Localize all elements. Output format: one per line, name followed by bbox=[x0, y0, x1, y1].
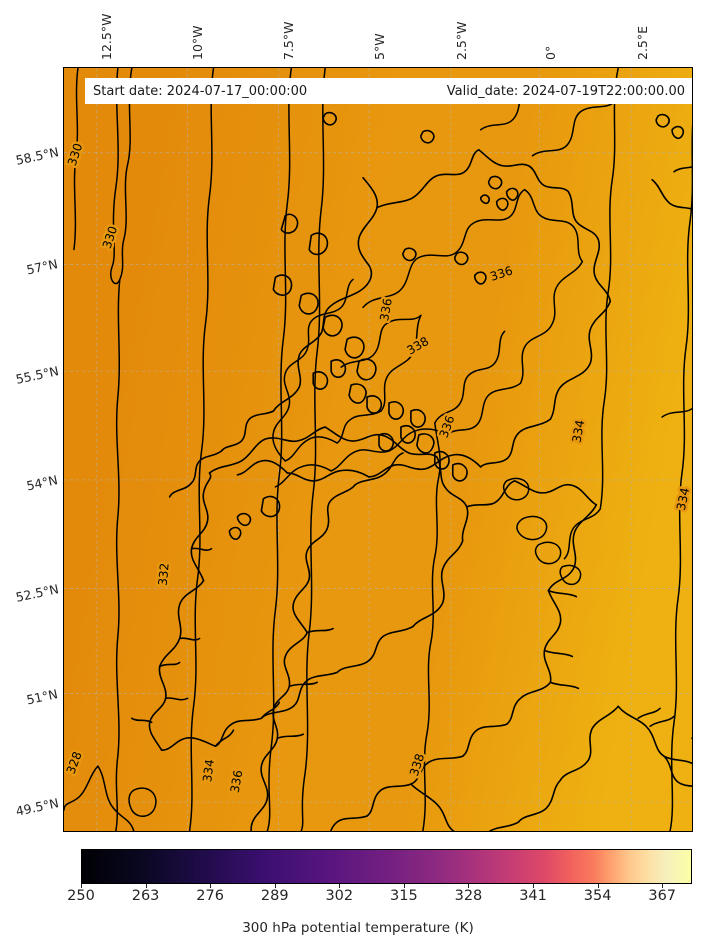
contour-label: 338 bbox=[404, 334, 431, 358]
colorbar-tick-label: 263 bbox=[131, 888, 160, 904]
contour-label-halo: 336 bbox=[377, 297, 395, 322]
colorbar-tick-label: 341 bbox=[519, 888, 547, 904]
contour-label: 330 bbox=[65, 142, 85, 168]
lon-tick-label: 10°W bbox=[190, 25, 205, 60]
colorbar-tick-mark bbox=[662, 884, 664, 888]
colorbar-tick-mark bbox=[81, 884, 82, 888]
colorbar-tick-label: 289 bbox=[260, 888, 289, 904]
valid-date-label: Valid_date: 2024-07-19T22:00:00.00 bbox=[446, 83, 685, 99]
contour-lines bbox=[64, 68, 692, 831]
colorbar-tick-mark bbox=[533, 884, 535, 888]
contour-label: 328 bbox=[64, 750, 85, 776]
start-date-label: Start date: 2024-07-17_00:00:00 bbox=[93, 83, 308, 99]
colorbar-tick-mark bbox=[339, 884, 341, 888]
lat-tick-label: 52.5°N bbox=[13, 581, 60, 605]
colorbar-tick-mark bbox=[403, 884, 405, 888]
coastlines bbox=[130, 111, 692, 831]
lat-tick-label: 49.5°N bbox=[13, 795, 60, 819]
contour-label-halo: 334 bbox=[674, 486, 692, 511]
lon-tick-label: 2.5°E bbox=[635, 25, 650, 60]
colorbar[interactable] bbox=[81, 849, 692, 884]
contour-label: 334 bbox=[674, 486, 692, 511]
colorbar-tick-label: 328 bbox=[454, 888, 483, 904]
contour-label: 336 bbox=[488, 263, 514, 283]
lat-tick-label: 57°N bbox=[25, 256, 60, 278]
lat-tick-label: 55.5°N bbox=[13, 363, 60, 387]
colorbar-tick-mark bbox=[274, 884, 276, 888]
contour-label-halo: 334 bbox=[200, 758, 217, 782]
colorbar-tick-mark bbox=[468, 884, 470, 888]
colorbar-tick-label: 315 bbox=[390, 888, 418, 904]
contour-label-halo: 334 bbox=[570, 419, 588, 444]
lat-tick-label: 54°N bbox=[25, 472, 60, 494]
lon-tick-label: 2.5°W bbox=[454, 21, 469, 61]
lon-tick-label: 7.5°W bbox=[281, 21, 296, 61]
colorbar-tick-mark bbox=[210, 884, 212, 888]
contour-label: 338 bbox=[407, 752, 427, 778]
contour-label-halo: 332 bbox=[156, 562, 172, 586]
contour-label: 336 bbox=[377, 297, 395, 322]
contour-label: 336 bbox=[228, 769, 246, 794]
colorbar-axis-label: 300 hPa potential temperature (K) bbox=[242, 920, 474, 936]
temperature-field-raster bbox=[64, 68, 692, 831]
colorbar-gradient bbox=[82, 850, 691, 883]
lat-tick-label: 58.5°N bbox=[13, 144, 60, 168]
colorbar-tick-label: 302 bbox=[325, 888, 354, 904]
colorbar-tick-label: 250 bbox=[67, 888, 95, 904]
colorbar-tick-label: 367 bbox=[648, 888, 677, 904]
colorbar-tick-mark bbox=[597, 884, 599, 888]
contour-label: 334 bbox=[570, 419, 588, 444]
lat-tick-label: 51°N bbox=[25, 686, 60, 708]
map-axes[interactable]: 330 330 330 330 336 336 336 336 338 338 336 336 334 3… bbox=[63, 67, 693, 832]
lon-tick-label: 12.5°W bbox=[99, 13, 114, 60]
lon-tick-label: 5°W bbox=[372, 33, 387, 60]
contour-label: 330 bbox=[100, 224, 120, 250]
contour-label: 332 bbox=[156, 562, 172, 586]
colorbar-tick-mark bbox=[145, 884, 147, 888]
colorbar-tick-label: 354 bbox=[583, 888, 612, 904]
lon-tick-label: 0° bbox=[543, 45, 558, 60]
date-annotation-box: Start date: 2024-07-17_00:00:00 Valid_da… bbox=[85, 78, 692, 104]
colorbar-tick-label: 276 bbox=[196, 888, 224, 904]
gridlines bbox=[64, 68, 692, 831]
contour-label: 334 bbox=[200, 758, 217, 782]
contour-label-halo: 336 bbox=[228, 769, 246, 794]
